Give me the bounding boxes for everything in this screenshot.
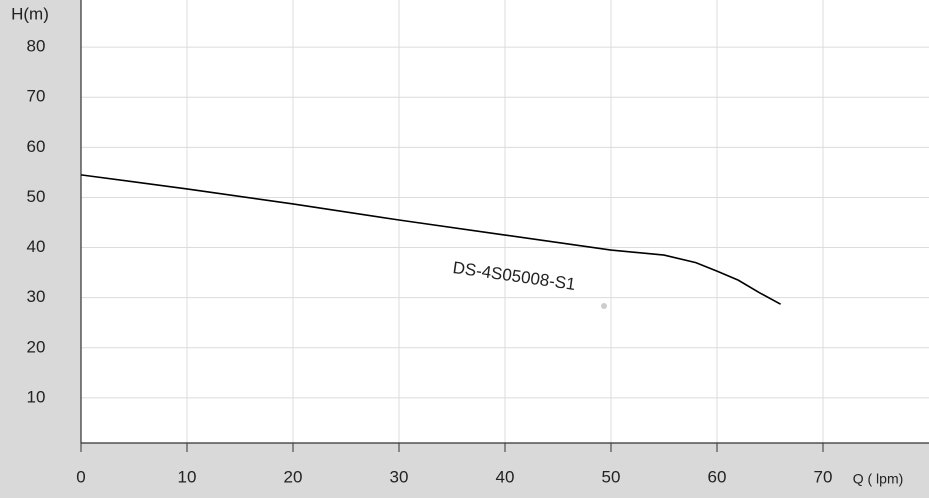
x-tick-label: 40 [496, 467, 515, 486]
curve [80, 174, 781, 305]
x-tick-label: 20 [284, 467, 303, 486]
x-tick-label: 0 [76, 467, 85, 486]
y-tick-label: 50 [27, 187, 46, 206]
marker-dot [601, 303, 607, 309]
x-axis-label: Q ( lpm) [853, 471, 904, 487]
y-tick-label: 20 [27, 337, 46, 356]
x-tick-label: 70 [814, 467, 833, 486]
y-tick-label: 80 [27, 37, 46, 56]
y-tick-label: 10 [27, 387, 46, 406]
x-tick-label: 60 [708, 467, 727, 486]
y-tick-label: 30 [27, 287, 46, 306]
x-tick-label: 50 [602, 467, 621, 486]
y-tick-label: 60 [27, 137, 46, 156]
y-tick-label: 70 [27, 87, 46, 106]
y-tick-label: 40 [27, 237, 46, 256]
x-tick-label: 30 [390, 467, 409, 486]
y-axis-label: H(m) [11, 4, 49, 23]
x-tick-label: 10 [178, 467, 197, 486]
